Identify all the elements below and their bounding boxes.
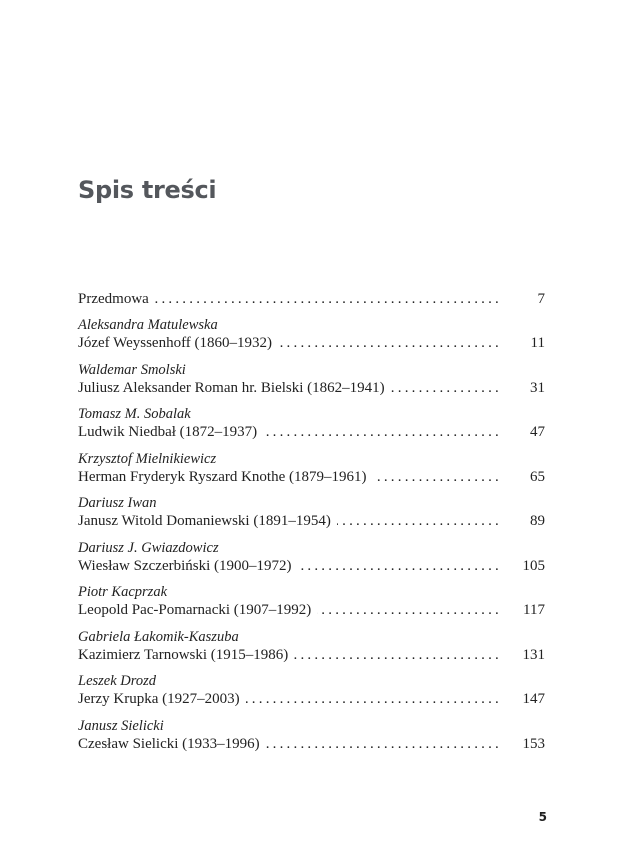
dot-leader: ........................................… (154, 291, 502, 307)
entry-page: 47 (530, 424, 545, 440)
entry-title: Wiesław Szczerbiński (1900–1972) (78, 557, 292, 574)
dot-leader: ........................................… (294, 646, 502, 663)
dot-leader: ........................................… (373, 468, 502, 485)
entry-title: Herman Fryderyk Ryszard Knothe (1879–196… (78, 468, 367, 485)
entry-author: Tomasz M. Sobalak (78, 406, 191, 422)
entry-page: 89 (530, 513, 545, 529)
toc-entry[interactable]: Aleksandra Matulewska Józef Weyssenhoff (… (78, 316, 545, 361)
dot-leader: ........................................… (278, 335, 502, 351)
dot-leader: ........................................… (390, 379, 502, 396)
entry-author: Dariusz Iwan (78, 495, 157, 511)
toc-entry[interactable]: Dariusz J. Gwiazdowicz Wiesław Szczerbińs… (78, 539, 545, 584)
entry-page: 153 (522, 735, 546, 752)
toc-entry[interactable]: Tomasz M. Sobalak Ludwik Niedbał (1872–19… (78, 405, 545, 450)
toc-entry[interactable]: Piotr Kacprzak Leopold Pac-Pomarnacki (19… (78, 583, 545, 628)
entry-page: 7 (537, 291, 546, 307)
entry-page: 65 (530, 468, 545, 485)
dot-leader: ........................................… (317, 602, 502, 618)
toc-entry[interactable]: Przedmowa ..............................… (78, 290, 545, 316)
toc-entry[interactable]: Waldemar Smolski Juliusz Aleksander Roman… (78, 361, 545, 406)
dot-leader: ........................................… (263, 424, 502, 440)
toc-entry[interactable]: Janusz Sielicki Czesław Sielicki (1933–19… (78, 717, 545, 762)
entry-page: 105 (522, 557, 546, 574)
toc-entry[interactable]: Krzysztof Mielnikiewicz Herman Fryderyk R… (78, 450, 545, 495)
entry-page: 117 (523, 602, 545, 618)
table-of-contents: Przedmowa ..............................… (78, 290, 545, 761)
entry-author: Leszek Drozd (78, 673, 157, 689)
entry-title: Józef Weyssenhoff (1860–1932) (78, 335, 273, 351)
entry-author: Piotr Kacprzak (78, 584, 168, 600)
entry-title: Kazimierz Tarnowski (1915–1986) (78, 646, 289, 663)
dot-leader: ........................................… (265, 735, 502, 752)
dot-leader: ........................................… (245, 691, 502, 707)
toc-entry[interactable]: Dariusz Iwan Janusz Witold Domaniewski (1… (78, 494, 545, 539)
entry-title: Juliusz Aleksander Roman hr. Bielski (18… (78, 379, 385, 396)
entry-author: Waldemar Smolski (78, 361, 186, 378)
toc-entry[interactable]: Leszek Drozd Jerzy Krupka (1927–2003)....… (78, 672, 545, 717)
entry-title: Przedmowa (78, 291, 149, 307)
entry-title: Ludwik Niedbał (1872–1937) (78, 424, 258, 440)
toc-entry[interactable]: Gabriela Łakomik-Kaszuba Kazimierz Tarnow… (78, 628, 545, 673)
entry-title: Leopold Pac-Pomarnacki (1907–1992) (78, 602, 312, 618)
page-number: 5 (538, 810, 547, 824)
entry-author: Dariusz J. Gwiazdowicz (78, 539, 219, 556)
entry-title: Czesław Sielicki (1933–1996) (78, 735, 260, 752)
entry-title: Janusz Witold Domaniewski (1891–1954) (78, 513, 331, 529)
dot-leader: ........................................… (297, 557, 502, 574)
page-title: Spis treści (78, 176, 217, 204)
entry-author: Krzysztof Mielnikiewicz (78, 450, 217, 467)
entry-page: 147 (522, 691, 546, 707)
entry-author: Gabriela Łakomik-Kaszuba (78, 628, 239, 645)
entry-page: 131 (522, 646, 546, 663)
entry-author: Janusz Sielicki (78, 717, 164, 734)
dot-leader: ........................................… (337, 513, 502, 529)
entry-page: 31 (530, 379, 545, 396)
entry-author: Aleksandra Matulewska (78, 317, 218, 333)
entry-title: Jerzy Krupka (1927–2003) (78, 691, 240, 707)
entry-page: 11 (530, 335, 545, 351)
